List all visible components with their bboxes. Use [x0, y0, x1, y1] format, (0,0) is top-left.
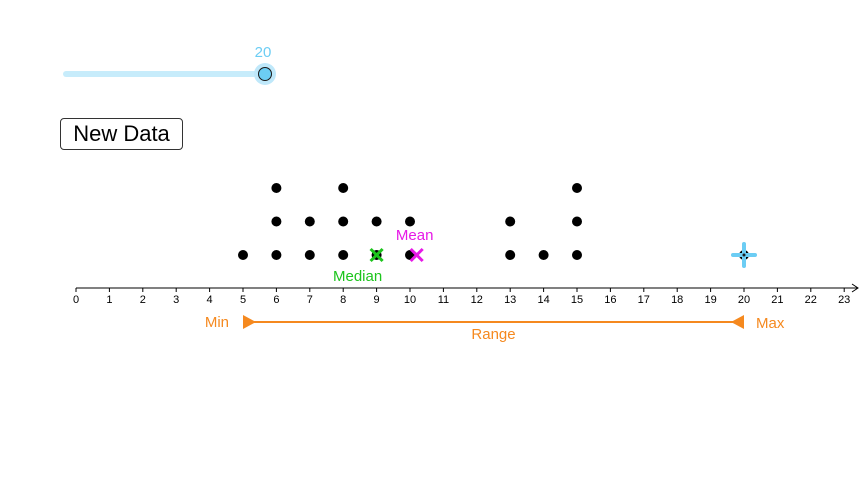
- tick-label: 16: [604, 294, 616, 306]
- min-arrow-icon: [243, 315, 256, 329]
- data-dot: [238, 250, 248, 260]
- tick-label: 10: [404, 294, 416, 306]
- data-dot: [538, 250, 549, 260]
- tick-label: 2: [140, 294, 146, 306]
- tick-label: 12: [471, 294, 483, 306]
- sample-size-slider[interactable]: 20: [60, 44, 280, 90]
- tick-label: 6: [273, 294, 279, 306]
- data-dot: [505, 250, 516, 260]
- tick-label: 1: [106, 294, 112, 306]
- data-dot: [572, 183, 582, 193]
- mean-label: Mean: [396, 227, 434, 244]
- tick-label: 23: [838, 294, 850, 306]
- data-dot: [371, 216, 382, 227]
- tick-label: 3: [173, 294, 179, 306]
- data-dot: [271, 250, 282, 260]
- slider-thumb[interactable]: [258, 67, 272, 81]
- median-label: Median: [333, 268, 382, 285]
- number-line: 0 1 2 3 4 5 6 7 8 9 10 11 12 13 14 15 16 17 18 19 20 21 22 23: [73, 283, 859, 306]
- tick-label: 15: [571, 294, 583, 306]
- tick-label: 4: [207, 294, 213, 306]
- data-dot: [405, 216, 415, 227]
- tick-label: 8: [340, 294, 346, 306]
- tick-label: 13: [504, 294, 516, 306]
- tick-label: 5: [240, 294, 246, 306]
- data-dot: [505, 216, 516, 227]
- data-dot: [572, 250, 582, 260]
- tick-label: 14: [537, 294, 549, 306]
- tick-label: 17: [638, 294, 650, 306]
- tick-label: 22: [805, 294, 817, 306]
- data-dot: [338, 216, 349, 227]
- median-marker-b: [369, 247, 384, 263]
- tick-label: 20: [738, 294, 750, 306]
- data-dot: [572, 216, 582, 227]
- new-data-button[interactable]: New Data: [60, 118, 183, 150]
- tick-label: 18: [671, 294, 683, 306]
- outlier-center: [742, 253, 746, 257]
- statistics-markers: Median Mean: [333, 227, 757, 285]
- range-label: Range: [471, 326, 515, 343]
- slider-value-label: 20: [254, 44, 272, 61]
- data-dot: [338, 183, 349, 193]
- mean-marker-b: [409, 247, 424, 263]
- tick-label: 7: [307, 294, 313, 306]
- data-dot: [304, 216, 315, 227]
- max-arrow-icon: [731, 315, 744, 329]
- tick-label: 19: [704, 294, 716, 306]
- tick-label: 11: [438, 294, 449, 306]
- tick-label: 9: [374, 294, 380, 306]
- data-dots: [238, 183, 749, 260]
- data-dot: [304, 250, 315, 260]
- axis-arrow: [851, 283, 859, 293]
- range-indicator: Min Max Range: [205, 314, 785, 343]
- data-dot: [338, 250, 349, 260]
- tick-label: 21: [771, 294, 783, 306]
- max-label: Max: [756, 315, 785, 332]
- tick-label: 0: [73, 294, 79, 306]
- slider-track[interactable]: [63, 71, 265, 77]
- data-dot: [271, 216, 282, 227]
- min-label: Min: [205, 314, 229, 331]
- data-dot: [271, 183, 282, 193]
